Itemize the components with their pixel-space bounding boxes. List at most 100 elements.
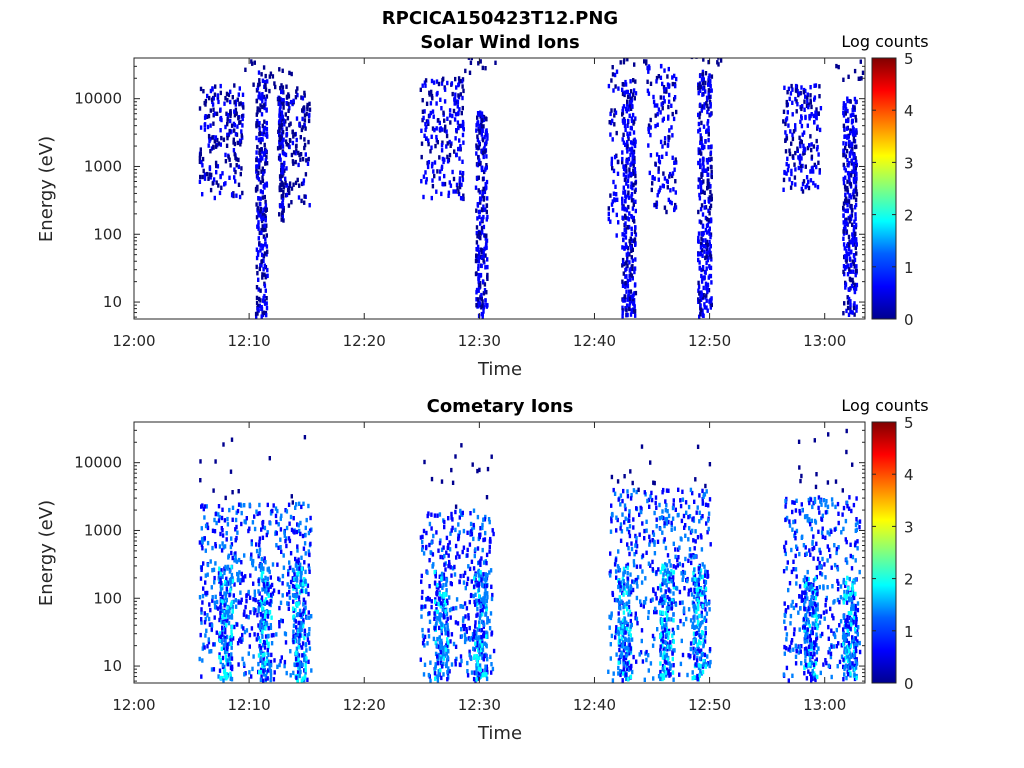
heatmap-cell [624,516,627,521]
heatmap-cell [488,618,491,624]
heatmap-cell [436,513,439,518]
heatmap-cell [700,292,704,297]
heatmap-cell [264,275,267,280]
heatmap-cell [481,65,484,71]
heatmap-cell [285,192,289,198]
heatmap-cell [702,58,705,62]
heatmap-cell [683,586,686,591]
heatmap-cell [279,203,282,208]
heatmap-cell [476,642,479,647]
heatmap-cell [237,502,241,507]
heatmap-cell [304,605,307,610]
heatmap-cell [700,77,704,82]
heatmap-cell [700,172,703,177]
heatmap-cell [483,641,487,646]
heatmap-cell [433,513,437,518]
heatmap-cell [214,544,217,549]
heatmap-cell [705,230,709,235]
heatmap-cell [842,227,846,232]
heatmap-cell [304,581,308,587]
heatmap-cell [431,126,435,131]
heatmap-cell [706,222,710,228]
heatmap-cell [853,172,857,178]
heatmap-cell [674,507,677,512]
heatmap-cell [853,264,856,269]
heatmap-cell [621,206,624,211]
heatmap-cell [701,168,704,173]
heatmap-cell [849,130,852,136]
heatmap-cell [308,528,312,533]
heatmap-cell [259,201,262,207]
heatmap-cell [301,582,305,587]
heatmap-cell [216,142,219,148]
heatmap-cell [304,667,307,672]
heatmap-cell [490,584,493,589]
heatmap-cell [261,660,264,665]
heatmap-cell [688,526,691,531]
heatmap-cell [673,95,677,100]
heatmap-cell [208,95,211,101]
heatmap-cell [201,646,204,651]
heatmap-cell [206,525,210,531]
heatmap-cell [691,624,694,629]
heatmap-cell [265,155,268,160]
heatmap-cell [787,123,790,128]
heatmap-cell [699,297,703,302]
heatmap-cell [631,266,634,272]
heatmap-cell [282,101,285,106]
heatmap-cell [700,236,703,241]
heatmap-cell [787,86,791,91]
heatmap-cell [201,536,204,542]
heatmap-cell [222,442,225,447]
heatmap-cell [455,128,458,133]
heatmap-cell [289,649,292,654]
heatmap-cell [293,569,296,574]
heatmap-cell [295,578,299,583]
heatmap-cell [461,604,465,609]
heatmap-cell [219,116,222,122]
heatmap-cell [627,195,631,200]
heatmap-cell [460,123,463,129]
heatmap-cell [298,122,301,128]
heatmap-cell [817,111,820,116]
heatmap-cell [625,106,628,112]
heatmap-cell [484,668,487,673]
heatmap-cell [268,665,271,670]
heatmap-cell [301,116,304,122]
heatmap-cell [486,264,489,270]
heatmap-cell [472,508,476,513]
heatmap-cell [450,662,454,667]
heatmap-cell [228,157,231,162]
heatmap-cell [696,535,700,540]
heatmap-cell [293,662,296,667]
heatmap-cell [652,676,655,681]
heatmap-cell [485,117,488,122]
heatmap-cell [436,90,439,96]
heatmap-cell [226,116,229,121]
heatmap-cell [268,456,271,461]
heatmap-cell [236,124,239,129]
heatmap-cell [484,186,487,191]
heatmap-cell [232,593,235,598]
heatmap-cell [220,646,223,651]
heatmap-cell [224,591,228,597]
heatmap-cell [217,183,220,188]
heatmap-cell [672,187,675,192]
heatmap-cell [263,105,266,111]
heatmap-cell [483,604,486,610]
heatmap-cell [485,606,488,611]
heatmap-cell [299,669,302,675]
heatmap-cell [855,237,858,242]
heatmap-cell [206,562,210,568]
heatmap-cell [435,79,439,84]
heatmap-cell [234,538,237,543]
heatmap-cell [263,525,267,531]
heatmap-cell [854,272,857,278]
heatmap-cell [648,170,651,176]
heatmap-cell [464,585,467,591]
heatmap-cell [846,208,849,213]
heatmap-cell [211,545,214,551]
heatmap-cell [615,628,618,634]
heatmap-cell [782,177,786,183]
heatmap-cell [693,499,696,504]
